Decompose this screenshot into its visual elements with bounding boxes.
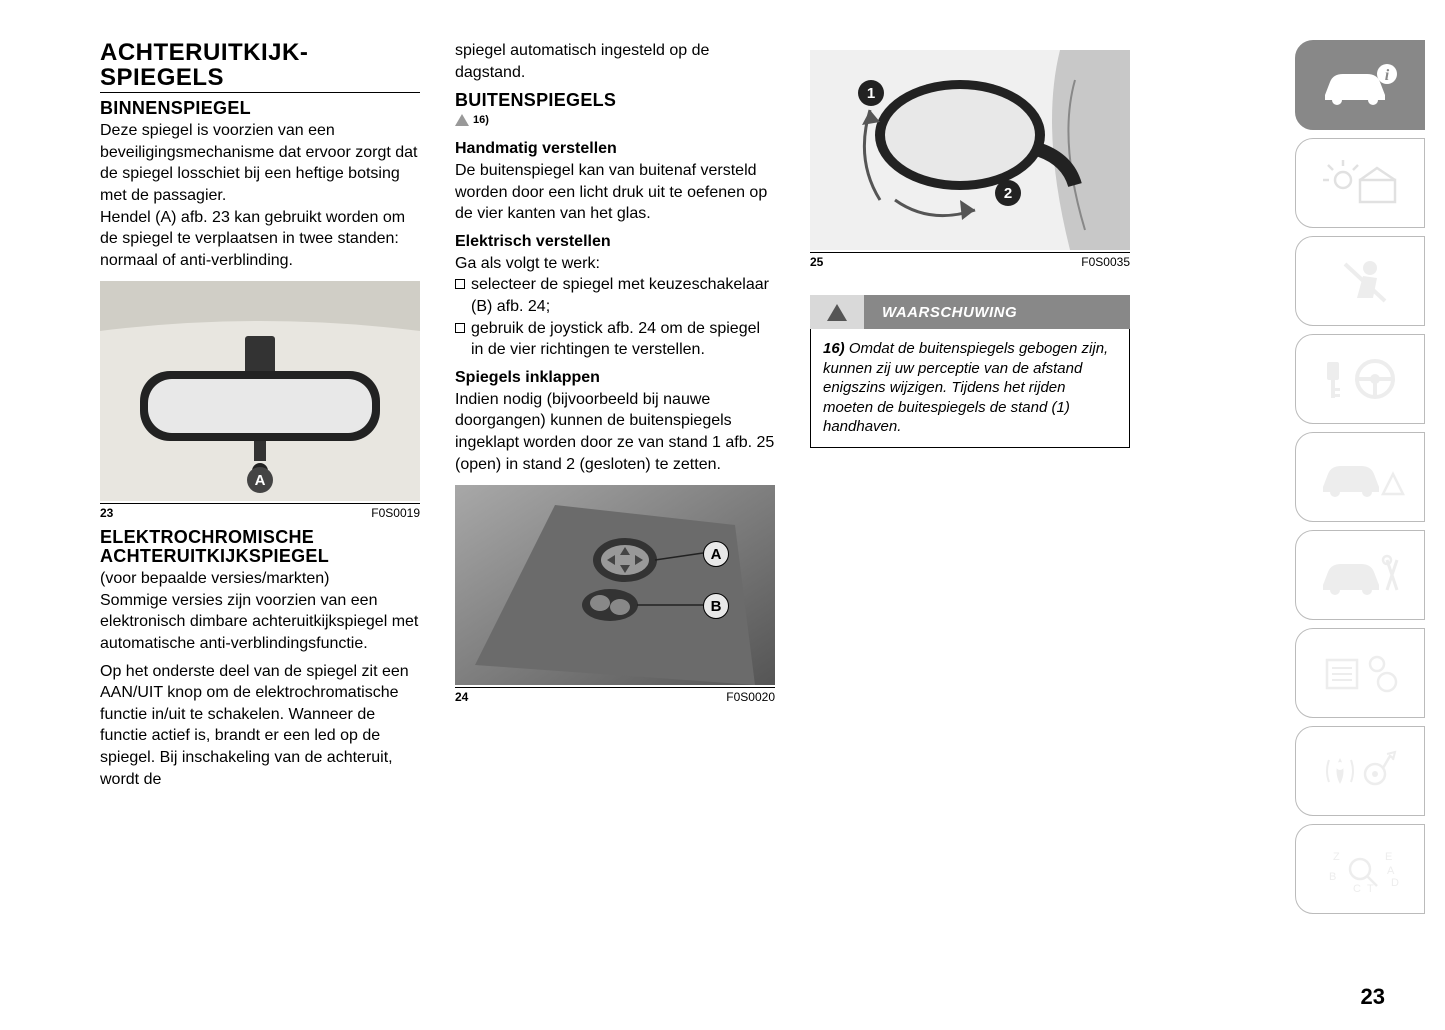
- svg-text:C: C: [1353, 883, 1361, 894]
- tab-settings-list[interactable]: [1295, 628, 1425, 718]
- subheading-elektrisch: Elektrisch verstellen: [455, 233, 775, 251]
- heading-elektrochromische: ELEKTROCHROMISCHE ACHTERUITKIJKSPIEGEL: [100, 528, 420, 566]
- paragraph: Ga als volgt te werk:: [455, 253, 775, 275]
- figure-23: A: [100, 281, 420, 501]
- paragraph: Hendel (A) afb. 23 kan gebruikt worden o…: [100, 207, 420, 272]
- tab-lights[interactable]: [1295, 138, 1425, 228]
- bullet-text: selecteer de spiegel met keuzeschakelaar…: [471, 274, 775, 317]
- warning-text: Omdat de buitenspiegels gebogen zijn, ku…: [823, 340, 1108, 435]
- warning-label: WAARSCHUWING: [864, 304, 1017, 321]
- warning-triangle-icon: [827, 304, 847, 321]
- sidebar-tabs: i: [1295, 40, 1425, 914]
- tab-seatbelt[interactable]: [1295, 236, 1425, 326]
- figure-label-1: 1: [858, 80, 884, 106]
- figure-label-2: 2: [995, 180, 1021, 206]
- svg-text:A: A: [1387, 865, 1395, 877]
- tab-nav-media[interactable]: [1295, 726, 1425, 816]
- tab-key-steering[interactable]: [1295, 334, 1425, 424]
- warning-triangle-icon: [455, 114, 469, 126]
- figure-number: 25: [810, 255, 823, 269]
- figure-number: 24: [455, 690, 468, 704]
- svg-text:B: B: [1329, 871, 1336, 883]
- warning-header: WAARSCHUWING: [810, 295, 1130, 329]
- heading-buitenspiegels: BUITENSPIEGELS: [455, 91, 775, 110]
- svg-text:T: T: [1367, 883, 1374, 894]
- paragraph: De buitenspiegel kan van buitenaf verste…: [455, 160, 775, 225]
- warning-ref-number: 16): [473, 114, 489, 126]
- figure-24: A B: [455, 485, 775, 685]
- paragraph: spiegel automatisch ingesteld op de dags…: [455, 40, 775, 83]
- paragraph: Deze spiegel is voorzien van een beveili…: [100, 120, 420, 206]
- paragraph: Sommige versies zijn voorzien van een el…: [100, 590, 420, 655]
- column-2: spiegel automatisch ingesteld op de dags…: [455, 40, 775, 790]
- figure-25-caption: 25 F0S0035: [810, 252, 1130, 269]
- tab-car-tools[interactable]: [1295, 530, 1425, 620]
- page-content: ACHTERUITKIJK-SPIEGELS BINNENSPIEGEL Dez…: [100, 40, 1100, 790]
- subheading-handmatig: Handmatig verstellen: [455, 140, 775, 158]
- page-number: 23: [1361, 984, 1385, 1010]
- figure-24-caption: 24 F0S0020: [455, 687, 775, 704]
- column-3: 1 2 25 F0S0035 WAARSCHUWING 16) Omdat de…: [810, 40, 1130, 790]
- tab-car-warning[interactable]: [1295, 432, 1425, 522]
- figure-code: F0S0020: [726, 690, 775, 704]
- figure-number: 23: [100, 506, 113, 520]
- paragraph: Op het onderste deel van de spiegel zit …: [100, 661, 420, 791]
- figure-code: F0S0019: [371, 506, 420, 520]
- svg-text:E: E: [1385, 851, 1392, 863]
- subtitle: (voor bepaalde versies/markten): [100, 568, 420, 590]
- heading-binnenspiegel: BINNENSPIEGEL: [100, 99, 420, 118]
- main-title: ACHTERUITKIJK-SPIEGELS: [100, 40, 420, 93]
- column-1: ACHTERUITKIJK-SPIEGELS BINNENSPIEGEL Dez…: [100, 40, 420, 790]
- subheading-inklappen: Spiegels inklappen: [455, 369, 775, 387]
- warning-box: 16) Omdat de buitenspiegels gebogen zijn…: [810, 329, 1130, 448]
- warning-reference: 16): [455, 114, 775, 126]
- warning-number: 16): [823, 340, 845, 357]
- bullet-icon: [455, 279, 465, 289]
- paragraph: Indien nodig (bijvoorbeeld bij nauwe doo…: [455, 389, 775, 475]
- warning-icon-wrap: [810, 295, 864, 329]
- tab-index[interactable]: Z B C T E A D: [1295, 824, 1425, 914]
- figure-23-caption: 23 F0S0019: [100, 503, 420, 520]
- svg-text:Z: Z: [1333, 851, 1340, 863]
- figure-25: 1 2: [810, 50, 1130, 250]
- tab-car-info[interactable]: i: [1295, 40, 1425, 130]
- svg-text:i: i: [1385, 67, 1390, 84]
- svg-text:D: D: [1391, 877, 1399, 889]
- bullet-item: gebruik de joystick afb. 24 om de spiege…: [455, 318, 775, 361]
- figure-code: F0S0035: [1081, 255, 1130, 269]
- bullet-icon: [455, 323, 465, 333]
- bullet-item: selecteer de spiegel met keuzeschakelaar…: [455, 274, 775, 317]
- bullet-text: gebruik de joystick afb. 24 om de spiege…: [471, 318, 775, 361]
